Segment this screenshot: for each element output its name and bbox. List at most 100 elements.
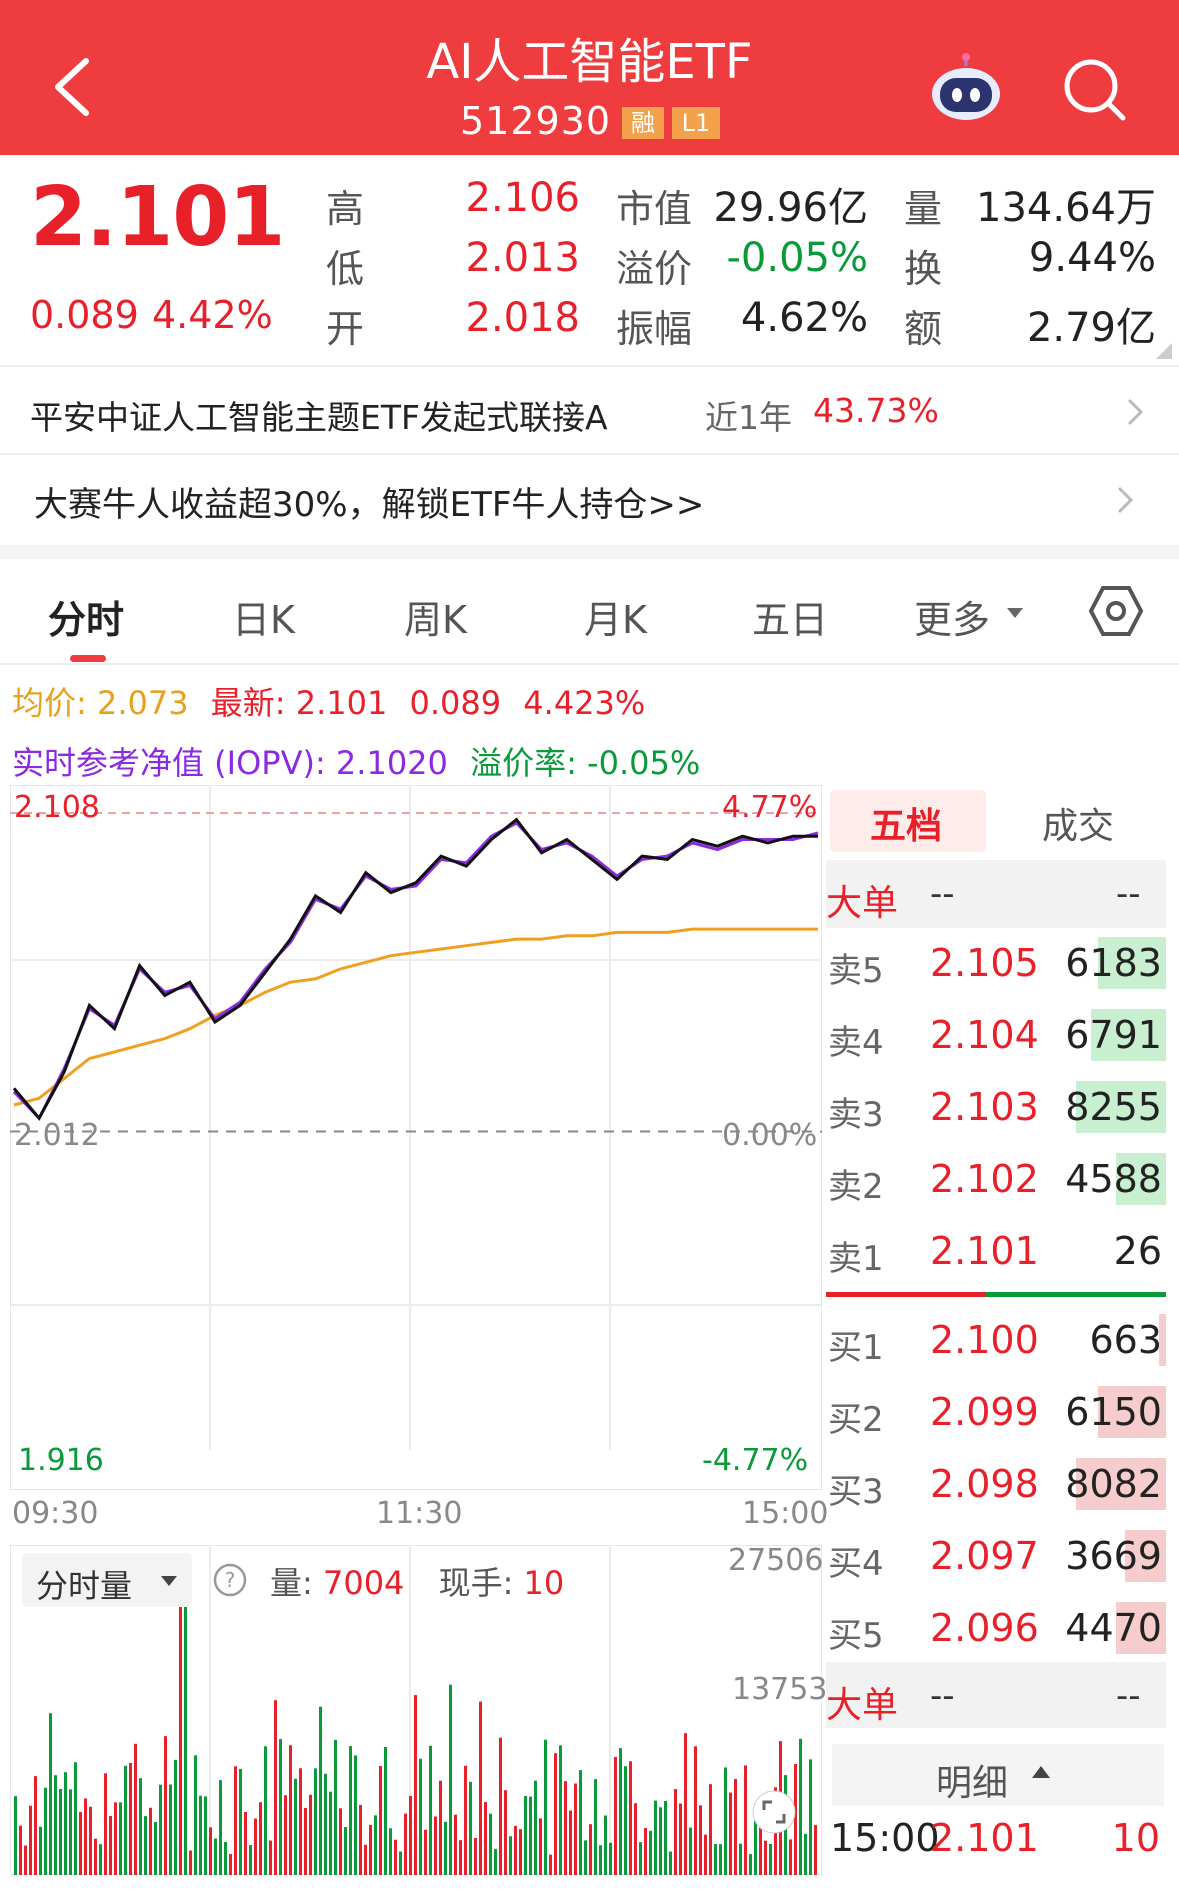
amplitude-value: 4.62%	[740, 295, 868, 341]
back-arrow-icon[interactable]	[50, 55, 94, 119]
tab-weekly-k[interactable]: 周K	[404, 598, 467, 642]
chart-tabs: 分时 日K 周K 月K 五日 更多	[0, 559, 1179, 665]
order-volume: 4470	[1065, 1606, 1162, 1650]
ask-row[interactable]: 卖4 2.104 6791	[826, 1005, 1166, 1065]
order-side: 卖5	[828, 951, 884, 991]
linked-fund-row[interactable]: 平安中证人工智能主题ETF发起式联接A 近1年 43.73%	[0, 365, 1179, 455]
bid-row[interactable]: 买5 2.096 4470	[826, 1598, 1166, 1658]
series-line	[12, 821, 819, 1121]
bid-row[interactable]: 买3 2.098 8082	[826, 1454, 1166, 1514]
volume-bar	[194, 1755, 197, 1875]
tab-monthly-k[interactable]: 月K	[584, 598, 647, 642]
active-tab-indicator	[70, 655, 106, 662]
volume-bar	[644, 1828, 647, 1875]
volume-bar	[449, 1684, 452, 1875]
market-cap-value: 29.96亿	[713, 185, 868, 231]
detail-label: 明细	[936, 1763, 1009, 1804]
volume-bar	[714, 1844, 717, 1875]
buy-sell-ratio-green	[986, 1292, 1166, 1297]
volume-bar	[39, 1826, 42, 1875]
volume-label: 量:	[270, 1564, 313, 1602]
volume-bar	[199, 1795, 202, 1875]
volume-bar	[609, 1842, 612, 1875]
volume-bar	[654, 1800, 657, 1875]
volume-bar	[504, 1790, 507, 1875]
volume-bar	[649, 1830, 652, 1875]
help-icon[interactable]: ?	[212, 1562, 248, 1598]
volume-bar	[309, 1794, 312, 1875]
ask-row[interactable]: 卖5 2.105 6183	[826, 933, 1166, 993]
order-price: 2.097	[930, 1534, 1039, 1578]
price-change-pct: 4.42%	[152, 293, 273, 337]
order-volume: 6183	[1065, 941, 1162, 985]
volume-bar	[364, 1844, 367, 1875]
volume-bar	[464, 1765, 467, 1875]
tab-more[interactable]: 更多	[914, 598, 991, 642]
volume-bar	[174, 1759, 177, 1875]
volume-bar	[764, 1840, 767, 1875]
price-change: 0.089	[30, 293, 139, 337]
big-order-ask-label: 大单	[826, 883, 899, 924]
ask-row[interactable]: 卖1 2.101 26	[826, 1221, 1166, 1281]
y-axis-base-pct: 0.00%	[722, 1118, 818, 1153]
volume-bar	[519, 1829, 522, 1875]
settings-hexagon-icon[interactable]	[1088, 583, 1144, 639]
volume-bar	[14, 1796, 17, 1875]
volume-bar	[44, 1787, 47, 1875]
search-icon[interactable]	[1061, 56, 1127, 122]
volume-bar	[699, 1805, 702, 1875]
volume-bar	[794, 1763, 797, 1875]
market-cap-label: 市值	[616, 187, 693, 231]
robot-assistant-icon[interactable]	[928, 52, 1004, 124]
volume-bar	[124, 1765, 127, 1875]
tab-five-level[interactable]: 五档	[870, 806, 943, 847]
intraday-chart[interactable]	[10, 785, 822, 1490]
bid-row[interactable]: 买1 2.100 663	[826, 1310, 1166, 1370]
header-bar: AI人工智能ETF 512930 融 L1	[0, 0, 1179, 155]
volume-bar	[229, 1853, 232, 1875]
volume-bar	[389, 1828, 392, 1875]
premium-value: -0.05%	[726, 235, 868, 281]
low-value: 2.013	[465, 235, 580, 281]
ask-row[interactable]: 卖3 2.103 8255	[826, 1077, 1166, 1137]
volume-bar	[739, 1843, 742, 1875]
premium-label: 溢价	[616, 247, 693, 291]
last-trade-volume: 10	[1111, 1816, 1160, 1860]
x-axis-midday: 11:30	[376, 1496, 463, 1531]
order-side: 买5	[828, 1616, 884, 1656]
latest-label: 最新:	[210, 684, 286, 722]
tab-daily-k[interactable]: 日K	[232, 598, 295, 642]
order-side: 买2	[828, 1400, 884, 1440]
bid-row[interactable]: 买4 2.097 3669	[826, 1526, 1166, 1586]
volume-bar	[179, 1565, 182, 1875]
fullscreen-icon[interactable]	[752, 1790, 796, 1834]
volume-bar	[559, 1745, 562, 1875]
volume-bar	[29, 1805, 32, 1875]
volume-bar	[139, 1778, 142, 1875]
volume-chart[interactable]	[10, 1545, 822, 1875]
volume-bar	[289, 1745, 292, 1875]
bid-row[interactable]: 买2 2.099 6150	[826, 1382, 1166, 1442]
buy-sell-ratio-red	[826, 1292, 986, 1297]
volume-bar	[659, 1807, 662, 1875]
promo-banner[interactable]: 大赛牛人收益超30%，解锁ETF牛人持仓>>	[0, 455, 1179, 545]
order-side: 买3	[828, 1472, 884, 1512]
expand-corner-icon[interactable]	[1156, 343, 1172, 359]
detail-toggle[interactable]: 明细	[832, 1744, 1164, 1806]
volume-bar	[424, 1829, 427, 1875]
ask-row[interactable]: 卖2 2.102 4588	[826, 1149, 1166, 1209]
volume-bar	[284, 1795, 287, 1875]
volume-bar	[1098, 1386, 1166, 1438]
tab-intraday[interactable]: 分时	[48, 598, 125, 642]
turnover-label: 换	[904, 247, 943, 291]
volume-info: 量: 7004 现手: 10	[270, 1558, 564, 1604]
volume-selector[interactable]: 分时量	[22, 1553, 192, 1607]
x-axis-open: 09:30	[12, 1496, 99, 1531]
big-order-ask-price: --	[930, 874, 955, 914]
high-label: 高	[326, 187, 365, 231]
volume-bar	[244, 1811, 247, 1875]
tab-trades[interactable]: 成交	[1042, 806, 1115, 847]
volume-bar	[679, 1803, 682, 1875]
tab-five-day[interactable]: 五日	[752, 598, 829, 642]
latest-value: 2.101	[295, 684, 388, 722]
